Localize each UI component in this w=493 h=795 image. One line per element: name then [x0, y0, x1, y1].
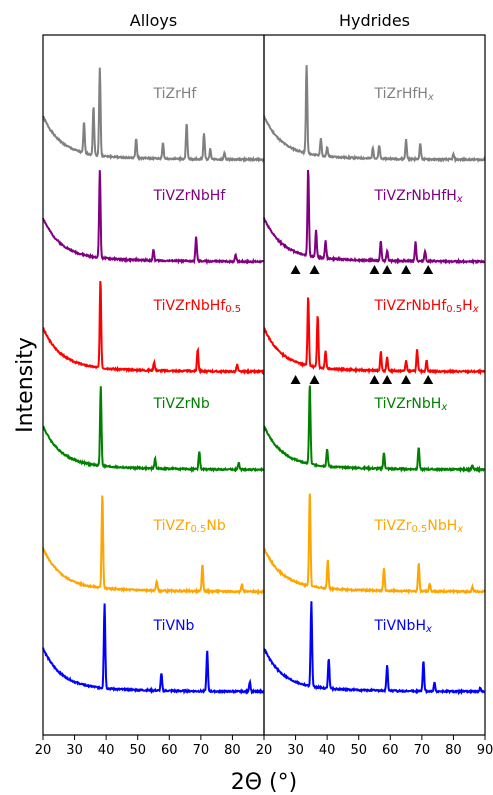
series-label: TiVZrNbHf0.5Hx [374, 298, 479, 315]
series-label-part: TiVNbH [374, 618, 426, 634]
series-label: TiVZrNbHx [374, 396, 448, 413]
series-label: TiZrHf [153, 86, 198, 102]
phase-marker [290, 265, 301, 274]
x-tick-label: 30 [287, 743, 304, 758]
series-label-part: TiVZrNb [153, 396, 210, 412]
phase-marker [369, 375, 380, 384]
series-label-part: TiVZrNbHf [374, 298, 448, 314]
series-label-part: TiVZrNbH [374, 396, 442, 412]
panel-title: Alloys [130, 11, 177, 30]
series-label-part: TiVZr [153, 518, 191, 534]
series-line [42, 603, 265, 695]
phase-marker [423, 375, 434, 384]
phase-marker [382, 265, 393, 274]
series-line [42, 495, 264, 596]
panel-hydrides: HydridesTiZrHfHxTiVZrNbHfHxTiVZrNbHf0.5H… [256, 11, 493, 758]
series-label-part: x [456, 524, 463, 535]
series-label: TiVZr0.5Nb [153, 518, 226, 535]
x-tick-label: 70 [414, 743, 431, 758]
series-label-part: 0.5 [446, 304, 462, 315]
series-line [263, 493, 486, 595]
series-label-part: TiVZr [374, 518, 412, 534]
x-tick-label: 20 [256, 743, 273, 758]
series-line [263, 601, 486, 696]
x-tick-label: 50 [350, 743, 367, 758]
series-label-part: TiVNb [153, 618, 195, 634]
series-line [263, 169, 486, 265]
series-label: TiZrHfHx [374, 86, 434, 103]
series-label-part: 0.5 [225, 304, 241, 315]
series-label-part: x [425, 624, 432, 635]
series-label: TiVNb [153, 618, 195, 634]
series-line [263, 297, 486, 376]
y-axis-label: Intensity [13, 337, 38, 433]
series-label-part: 0.5 [411, 524, 427, 535]
x-tick-label: 60 [382, 743, 399, 758]
plot-layer: AlloysTiZrHfTiVZrNbHfTiVZrNbHf0.5TiVZrNb… [35, 11, 493, 758]
series-label: TiVZr0.5NbHx [374, 518, 464, 535]
series-label: TiVZrNbHf0.5 [153, 298, 242, 315]
series-line [42, 281, 265, 376]
phase-marker [401, 375, 412, 384]
phase-marker [309, 375, 320, 384]
series-line [42, 170, 264, 266]
x-tick-label: 20 [35, 743, 52, 758]
phase-marker [382, 375, 393, 384]
x-tick-label: 50 [129, 743, 146, 758]
panel-title: Hydrides [339, 11, 410, 30]
series-label-part: x [456, 194, 463, 205]
x-tick-label: 30 [66, 743, 83, 758]
phase-marker [401, 265, 412, 274]
series-line [42, 386, 264, 474]
series-label-part: NbH [427, 518, 457, 534]
x-tick-label: 40 [319, 743, 336, 758]
x-axis-label: 2Θ (°) [231, 770, 297, 795]
x-tick-label: 60 [161, 743, 178, 758]
phase-marker [369, 265, 380, 274]
series-label-part: Nb [206, 518, 225, 534]
series-label-part: TiZrHfH [374, 86, 428, 102]
series-label: TiVZrNbHf [153, 188, 227, 204]
series-line [263, 65, 486, 164]
x-tick-label: 70 [193, 743, 210, 758]
x-tick-label: 90 [477, 743, 493, 758]
phase-marker [309, 265, 320, 274]
series-label: TiVNbHx [374, 618, 432, 635]
phase-marker [423, 265, 434, 274]
series-label-part: TiVZrNbHf [153, 188, 227, 204]
series-label-part: H [462, 298, 473, 314]
panel-alloys: AlloysTiZrHfTiVZrNbHfTiVZrNbHf0.5TiVZrNb… [35, 11, 265, 758]
series-line [263, 385, 486, 474]
panel-frame [263, 34, 486, 736]
series-label-part: x [427, 92, 434, 103]
x-tick-label: 40 [98, 743, 115, 758]
series-label: TiVZrNb [153, 396, 210, 412]
series-label-part: x [472, 304, 479, 315]
series-label-part: 0.5 [190, 524, 206, 535]
x-tick-label: 80 [224, 743, 241, 758]
series-line [42, 67, 265, 164]
series-label-part: TiZrHf [153, 86, 198, 102]
series-label: TiVZrNbHfHx [374, 188, 463, 205]
x-tick-label: 80 [445, 743, 462, 758]
series-label-part: x [440, 402, 447, 413]
series-label-part: TiVZrNbHfH [374, 188, 457, 204]
series-label-part: TiVZrNbHf [153, 298, 227, 314]
phase-marker [290, 375, 301, 384]
